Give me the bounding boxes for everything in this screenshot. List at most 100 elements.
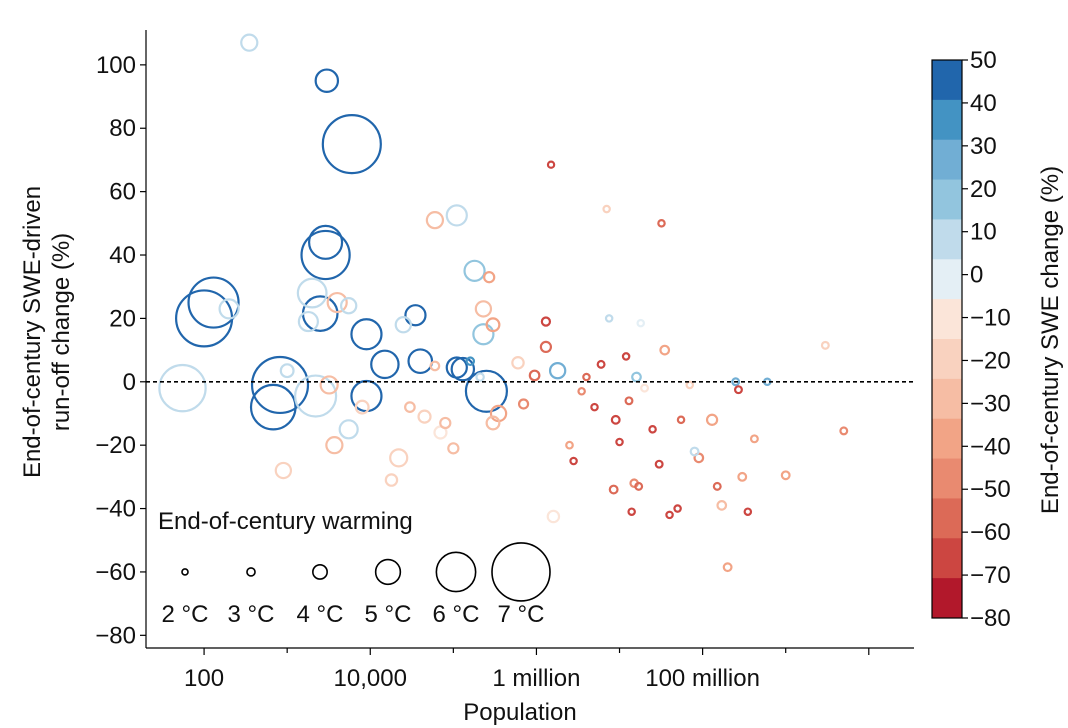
colorbar-tick-label: 30 [970, 133, 997, 160]
colorbar-tick-label: −70 [970, 562, 1011, 589]
colorbar-tick-label: 50 [970, 47, 997, 74]
data-point [517, 398, 530, 410]
y-tick-label: 20 [109, 305, 136, 332]
colorbar-segment [932, 219, 962, 260]
y-axis-label-line-1: End-of-century SWE-driven [19, 186, 46, 478]
data-point [301, 295, 339, 332]
size-legend-circle [246, 567, 256, 577]
data-point [326, 291, 348, 314]
data-point [528, 369, 541, 382]
size-legend-label: 5 °C [365, 601, 412, 628]
data-point [624, 396, 634, 406]
size-legend-circle [374, 558, 402, 586]
data-point [338, 419, 359, 440]
data-point [634, 481, 644, 491]
data-point [294, 374, 338, 418]
data-point [249, 383, 297, 431]
data-point [820, 340, 830, 350]
data-point [475, 372, 485, 382]
size-legend-title: End-of-century warming [158, 508, 413, 535]
y-axis-label-line-2: run-off change (%) [48, 233, 75, 431]
data-point [705, 413, 719, 426]
colorbar-tick-label: 40 [970, 90, 997, 117]
size-legend-label: 7 °C [498, 601, 545, 628]
data-point [610, 414, 621, 425]
colorbar-segment [932, 458, 962, 499]
data-point [464, 369, 508, 413]
data-point [596, 359, 606, 369]
colorbar-tick-label: −40 [970, 433, 1011, 460]
y-tick-label: 100 [96, 52, 136, 79]
x-tick-label: 10,000 [334, 665, 407, 692]
size-legend-circle [435, 551, 477, 593]
x-tick-label: 100 [184, 665, 224, 692]
x-axis-ticks: 100 10,000 1 million 100 million [184, 648, 870, 692]
colorbar-segment [932, 378, 962, 420]
data-point [439, 416, 452, 430]
colorbar-segment [932, 498, 962, 539]
colorbar-segment [932, 60, 962, 101]
y-tick-label: −40 [95, 496, 136, 523]
data-point [394, 316, 413, 334]
data-point [483, 271, 496, 284]
data-point [314, 68, 340, 93]
x-axis-label: Population [463, 699, 576, 726]
size-legend-circle [181, 568, 189, 576]
data-point [546, 509, 561, 524]
data-point [780, 470, 791, 481]
data-point [417, 409, 432, 424]
colorbar-segment [932, 339, 962, 380]
data-point [627, 507, 636, 516]
data-point [474, 300, 493, 318]
data-point [218, 298, 240, 320]
data-point [546, 160, 556, 169]
size-legend: End-of-century warming 2 °C 3 °C 4 °C 5 °C 6… [158, 508, 551, 628]
data-point [445, 356, 468, 379]
colorbar-tick-label: −80 [970, 605, 1011, 632]
data-point [463, 259, 486, 282]
data-point [404, 304, 427, 327]
data-point [657, 219, 666, 228]
data-point [465, 356, 476, 366]
data-point [175, 289, 234, 348]
data-point [565, 440, 574, 450]
size-legend-label: 2 °C [162, 601, 209, 628]
data-point [577, 387, 586, 396]
data-point [640, 383, 650, 393]
colorbar-tick-label: −20 [970, 347, 1011, 374]
data-point [319, 375, 339, 395]
data-point [389, 448, 409, 468]
data-point [187, 276, 240, 329]
y-axis-ticks: 100 80 60 40 20 0 −20 −40 −60 −80 [95, 52, 146, 649]
data-point [673, 504, 682, 513]
data-point [250, 355, 310, 415]
data-point [384, 473, 399, 487]
colorbar: 50 40 30 20 10 0 −10 −20 −30 −40 −50 −60 −70 −80 End-… [931, 47, 1064, 632]
y-tick-label: −80 [95, 622, 136, 649]
data-point [731, 377, 741, 387]
colorbar-segment [932, 259, 962, 300]
data-point [404, 401, 416, 413]
axes: 100 80 60 40 20 0 −20 −40 −60 −80 100 10,000 1 mill… [95, 30, 914, 692]
data-point [608, 484, 619, 495]
size-legend-label: 3 °C [228, 601, 275, 628]
data-point [540, 316, 552, 327]
data-point [539, 340, 553, 354]
data-point [548, 362, 567, 380]
data-point [279, 363, 295, 379]
data-point [308, 224, 344, 260]
data-point [485, 317, 501, 333]
y-tick-label: 40 [109, 242, 136, 269]
data-point [733, 385, 743, 395]
data-point [604, 314, 614, 323]
colorbar-segment [932, 299, 962, 340]
data-point [621, 352, 631, 361]
data-point [445, 204, 468, 227]
y-tick-label: 0 [123, 369, 136, 396]
colorbar-label: End-of-century SWE change (%) [1037, 166, 1064, 514]
data-point [716, 500, 728, 511]
data-point [300, 229, 351, 281]
data-point [582, 372, 591, 382]
data-point [485, 415, 501, 431]
